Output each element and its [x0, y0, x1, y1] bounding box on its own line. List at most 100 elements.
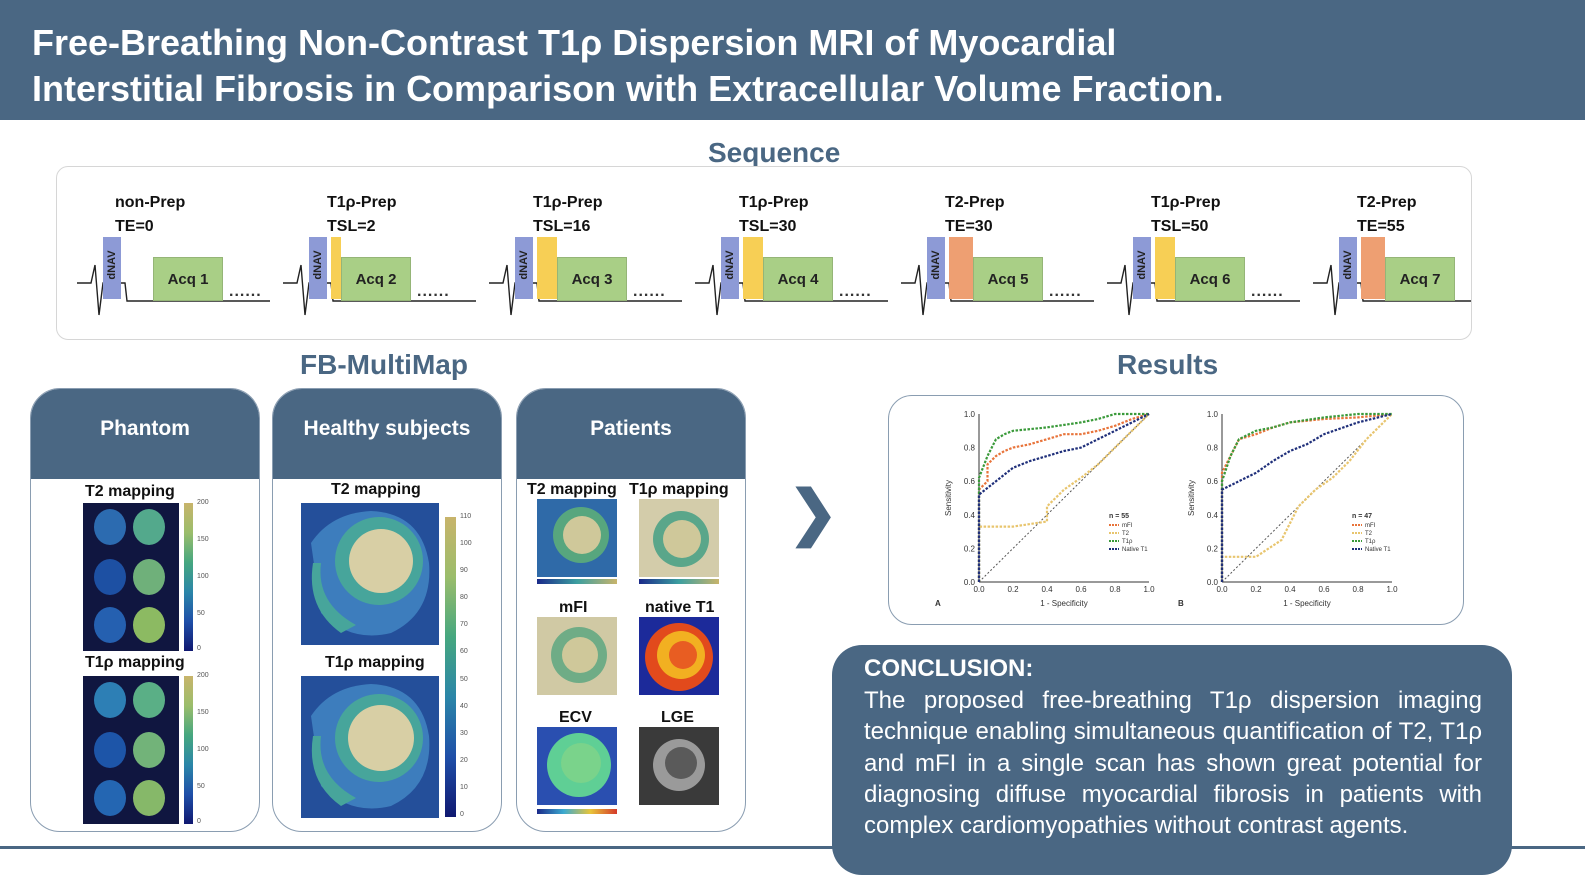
- healthy-header: Healthy subjects: [273, 389, 501, 479]
- prep-pulse-block: [949, 237, 973, 299]
- phantom-t2-label: T2 mapping: [85, 483, 175, 500]
- roc-chart-a: 0.0 0.2 0.4 0.6 0.8 1.0 0.0 0.2 0.4 0.6 0.8 1.0 1 - …: [935, 410, 1155, 608]
- x-axis-label: 1 - Specificity: [1040, 599, 1088, 608]
- legend-label: mFI: [1122, 523, 1133, 529]
- bottom-divider: [0, 846, 1585, 849]
- patients-native-t1-map: [639, 617, 719, 695]
- patients-mfi-label: mFI: [559, 599, 588, 616]
- tick: 50: [197, 783, 205, 790]
- sample-size-label: n = 55: [1109, 513, 1129, 520]
- patients-ecv-colorbar: [537, 809, 617, 814]
- prep-label: T1ρ-Prep: [533, 194, 603, 211]
- dnav-block: dNAV: [309, 237, 327, 299]
- prep-parameter: TE=30: [945, 218, 993, 235]
- y-tick-label: 0.2: [1207, 544, 1219, 553]
- healthy-colorbar: [445, 517, 456, 817]
- colorbar-tick: 60: [460, 648, 468, 656]
- x-tick-label: 1.0: [1143, 585, 1155, 594]
- patients-ecv-label: ECV: [559, 709, 592, 726]
- x-tick-label: 0.8: [1352, 585, 1364, 594]
- x-tick-label: 0.6: [1075, 585, 1087, 594]
- phantom-t2-ticks: 200 150 100 50 0: [197, 499, 217, 652]
- patients-t2-label: T2 mapping: [527, 481, 617, 498]
- y-tick-label: 0.2: [964, 544, 976, 553]
- tick: 200: [197, 672, 209, 679]
- prep-label: T1ρ-Prep: [327, 194, 397, 211]
- panel-label: A: [935, 599, 941, 608]
- dnav-label: dNAV: [724, 250, 736, 280]
- ellipsis-dots: ......: [633, 283, 666, 300]
- legend-label: Native T1: [1365, 547, 1391, 553]
- colorbar-tick: 20: [460, 756, 468, 764]
- ellipsis-dots: ......: [417, 283, 450, 300]
- prep-label: T2-Prep: [945, 194, 1005, 211]
- dnav-block: dNAV: [927, 237, 945, 299]
- prep-label: T1ρ-Prep: [739, 194, 809, 211]
- y-tick-label: 1.0: [1207, 410, 1219, 419]
- x-tick-label: 0.4: [1284, 585, 1296, 594]
- phantom-t2-map: [83, 503, 179, 651]
- prep-pulse-block: [331, 237, 341, 299]
- x-tick-label: 0.6: [1318, 585, 1330, 594]
- prep-parameter: TSL=50: [1151, 218, 1209, 235]
- patients-t1rho-label: T1ρ mapping: [629, 481, 729, 498]
- title-banner: Free-Breathing Non-Contrast T1ρ Dispersi…: [0, 0, 1585, 120]
- conclusion-box: CONCLUSION: The proposed free-breathing …: [832, 645, 1512, 875]
- prep-label: T2-Prep: [1357, 194, 1417, 211]
- roc-chart-b: 0.0 0.2 0.4 0.6 0.8 1.0 0.0 0.2 0.4 0.6 0.8 1.0 1 - …: [1178, 410, 1398, 608]
- tick: 50: [197, 610, 205, 617]
- patients-t2-map: [537, 499, 617, 577]
- prep-pulse-block: [537, 237, 557, 299]
- x-tick-label: 0.2: [1250, 585, 1262, 594]
- y-tick-label: 1.0: [964, 410, 976, 419]
- sequence-diagram: non-Prep TE=0 dNAV Acq 1...... T1ρ-Prep TSL=2…: [56, 166, 1472, 340]
- phantom-header: Phantom: [31, 389, 259, 479]
- ellipsis-dots: ......: [229, 283, 262, 300]
- healthy-t2-map: [301, 503, 439, 645]
- prep-parameter: TSL=16: [533, 218, 591, 235]
- tick: 0: [197, 818, 201, 825]
- conclusion-text: The proposed free-breathing T1ρ dispersi…: [864, 687, 1482, 840]
- phantom-header-label: Phantom: [100, 417, 190, 440]
- ecg-traces: [77, 264, 1471, 316]
- reference-diagonal: [1221, 413, 1393, 583]
- acquisition-block: Acq 1: [153, 257, 223, 301]
- phantom-panel: Phantom T2 mapping 200 150 100 50 0 T1ρ …: [30, 388, 260, 832]
- tick: 150: [197, 709, 209, 716]
- patients-header: Patients: [517, 389, 745, 479]
- y-axis-label: Sensitivity: [1187, 480, 1196, 516]
- colorbar-tick: 30: [460, 729, 468, 737]
- conclusion-heading: CONCLUSION:: [864, 655, 1034, 682]
- healthy-panel: Healthy subjects T2 mapping T1ρ mapping …: [272, 388, 502, 832]
- patients-ecv-map: [537, 727, 617, 805]
- dnav-label: dNAV: [518, 250, 530, 280]
- legend-label: mFI: [1365, 523, 1376, 529]
- acquisition-block: Acq 2: [341, 257, 411, 301]
- prep-parameter: TSL=2: [327, 218, 376, 235]
- prep-pulse-block: [743, 237, 763, 299]
- sample-size-label: n = 47: [1352, 513, 1372, 520]
- roc-series-line: [977, 413, 1150, 582]
- patients-t1rho-colorbar: [639, 579, 719, 584]
- acquisition-block: Acq 5: [973, 257, 1043, 301]
- colorbar-tick: 100: [460, 540, 472, 548]
- y-tick-label: 0.4: [964, 511, 976, 520]
- x-tick-label: 0.8: [1109, 585, 1121, 594]
- dnav-label: dNAV: [106, 250, 118, 280]
- patients-panel: Patients T2 mapping T1ρ mapping mFI nati…: [516, 388, 746, 832]
- healthy-header-label: Healthy subjects: [303, 417, 471, 440]
- prep-label: T1ρ-Prep: [1151, 194, 1221, 211]
- acquisition-block: Acq 4: [763, 257, 833, 301]
- prep-pulse-block: [1155, 237, 1175, 299]
- dnav-block: dNAV: [103, 237, 121, 299]
- results-panel: 0.0 0.2 0.4 0.6 0.8 1.0 0.0 0.2 0.4 0.6 0.8 1.0 1 - …: [888, 395, 1464, 625]
- y-tick-label: 0.6: [964, 477, 976, 486]
- ellipsis-dots: ......: [1049, 283, 1082, 300]
- legend-label: T1ρ: [1365, 539, 1376, 545]
- colorbar-tick: 90: [460, 567, 468, 575]
- y-tick-label: 0.4: [1207, 511, 1219, 520]
- dnav-block: dNAV: [721, 237, 739, 299]
- colorbar-tick: 80: [460, 594, 468, 602]
- phantom-t1rho-map: [83, 676, 179, 824]
- colorbar-tick: 10: [460, 783, 468, 791]
